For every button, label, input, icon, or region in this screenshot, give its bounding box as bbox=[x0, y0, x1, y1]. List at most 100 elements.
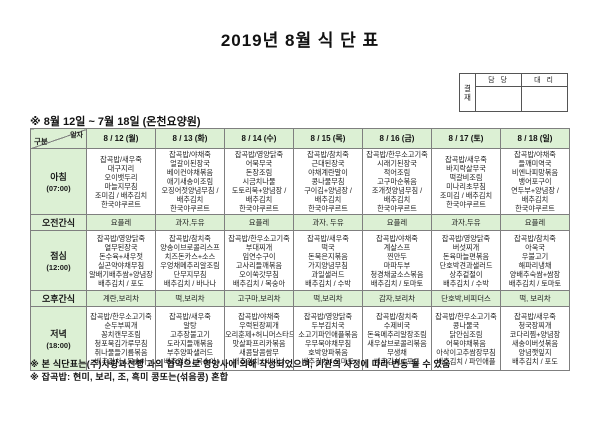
menu-item: 임연수구이 bbox=[242, 251, 276, 261]
menu-item: 돈묵은지볶음 bbox=[308, 251, 348, 261]
menu-item: 잡곡밥/한우소고기죽 bbox=[366, 150, 428, 159]
menu-cell: 떡,보리차 bbox=[293, 290, 363, 307]
menu-item: 바지락살무국 bbox=[446, 163, 486, 173]
menu-item: 단호박견과샐러드 bbox=[439, 260, 493, 270]
menu-item: 요플레 bbox=[386, 218, 408, 227]
menu-cell: 잡곡밥/영양닭죽 열무된장국 돈수육+새우젓 실곤약야채무침 알배기배추쌈+양념장 배추김… bbox=[86, 230, 156, 291]
menu-item: 조개젓양념무침 / bbox=[371, 186, 423, 195]
menu-item: 알배기배추쌈+양념장 bbox=[89, 269, 153, 279]
page-title: 2019년 8월 식 단 표 bbox=[220, 31, 380, 50]
approval-col-damdang: 담 당 bbox=[475, 73, 522, 87]
menu-item: 우럭된장찌개 bbox=[239, 320, 279, 330]
menu-cell: 요플레 bbox=[86, 214, 156, 231]
menu-item: 마늘지무침 bbox=[104, 181, 138, 191]
menu-item: 잡곡밥/한우소고기죽 bbox=[228, 233, 290, 243]
menu-item: 과자, 두유 bbox=[312, 218, 344, 227]
menu-item: 순두부찌개 bbox=[104, 320, 138, 330]
day-header-2: 8 / 13 (화) bbox=[155, 128, 225, 149]
menu-item: 과자,두유 bbox=[175, 218, 205, 227]
menu-item: 요플레 bbox=[524, 218, 546, 227]
menu-cell: 잡곡밥/한우소고기죽 부대찌개 임연수구이 고사리들깨볶음 오이쑥갓무침 배추김치 / 복… bbox=[224, 230, 294, 291]
menu-item: 감자,보리차 bbox=[378, 294, 416, 303]
menu-item: 단무지무침 bbox=[173, 269, 207, 279]
menu-item: 애기새송이조림 bbox=[166, 177, 214, 186]
menu-cell: 과자, 두유 bbox=[293, 214, 363, 231]
menu-item: 잡곡밥/영양닭죽 bbox=[234, 150, 284, 159]
menu-item: 상추겉절이 bbox=[449, 269, 483, 279]
menu-row: 저녁 (18:00) 잡곡밥/한우소고기죽 순두부찌개 꽁치캔무조림 청포묵김가루무침 취나… bbox=[30, 306, 570, 371]
menu-item: 배추김치 / 복숭아 bbox=[163, 356, 217, 366]
menu-cell: 잡곡밥/새우죽 청국장찌개 코다리찜+양념장 새송이버섯볶음 양념깻잎지 배추김치 / 포… bbox=[500, 306, 570, 371]
menu-item: 잡곡밥/영양닭죽 bbox=[96, 233, 146, 243]
menu-item: 치즈돈카스+소스 bbox=[164, 251, 216, 261]
menu-item: 잡곡밥/새우죽 bbox=[445, 154, 487, 164]
menu-item: 잡곡밥/야채죽 bbox=[376, 233, 418, 243]
menu-row: 오후간식 계란,보리차 떡,보리차 고구마,보리차 떡,보리차 감자,보리차 단호박,비피더… bbox=[30, 290, 570, 307]
menu-item: 조미김 / 배추김치 bbox=[439, 190, 493, 200]
menu-item: 잡곡밥/야채죽 bbox=[238, 311, 280, 321]
menu-item: 돈장조림 bbox=[245, 168, 273, 177]
menu-item: 부대찌개 bbox=[245, 242, 273, 252]
menu-item: 시래기된장국 bbox=[377, 159, 417, 168]
menu-item: 한국야쿠르트 bbox=[101, 199, 141, 209]
menu-item: 해파리냉채 bbox=[518, 260, 552, 270]
menu-item: 들깨미역국 bbox=[518, 159, 552, 168]
menu-item: 가지양념무침 bbox=[308, 260, 348, 270]
menu-item: 배추김치 / 포도 bbox=[98, 278, 144, 288]
menu-item: 비엔나피망볶음 bbox=[511, 168, 559, 177]
menu-cell: 잡곡밥/영양닭죽 두부김치국 소고기파인애플볶음 우무묵야채무침 호박양파볶음 배추김치 … bbox=[293, 306, 363, 371]
menu-item: 수제비국 bbox=[383, 320, 411, 330]
menu-item: 한국야쿠르트 bbox=[308, 204, 348, 213]
menu-cell: 잡곡밥/한우소고기죽 콩나물국 닭안심조림 어묵야채볶음 아삭이고추쌈장무침 배추김치 /… bbox=[431, 306, 501, 371]
menu-item: 콩나물무침 bbox=[311, 177, 345, 186]
menu-item: 마파두부 bbox=[383, 260, 411, 270]
menu-item: 두부김치국 bbox=[311, 320, 345, 330]
menu-item: 배추김치 bbox=[176, 195, 204, 204]
day-header-5: 8 / 16 (금) bbox=[362, 128, 432, 149]
menu-cell: 고구마,보리차 bbox=[224, 290, 294, 307]
day-header-3: 8 / 14 (수) bbox=[224, 128, 294, 149]
menu-item: 고추장불고기 bbox=[170, 329, 210, 339]
menu-item: 잡곡밥/한우소고기죽 bbox=[90, 311, 152, 321]
menu-item: 아삭이고추쌈장무침 bbox=[436, 347, 496, 357]
approval-label: 결 재 bbox=[459, 73, 476, 112]
menu-item: 계란,보리차 bbox=[102, 294, 140, 303]
menu-item: 호박양파볶음 bbox=[308, 347, 348, 357]
menu-item: 새콤달콤쌈무 bbox=[239, 347, 279, 357]
menu-item: 한국야쿠르트 bbox=[239, 204, 279, 213]
menu-item: 대구지리 bbox=[107, 163, 135, 173]
menu-cell: 떡,보리차 bbox=[155, 290, 225, 307]
corner-cell: 일자 구분 bbox=[30, 128, 87, 149]
menu-item: 오리훈제+허니머스타드 bbox=[225, 329, 293, 339]
menu-item: 버섯찌개 bbox=[452, 242, 480, 252]
menu-cell: 잡곡밥/새우죽 떡국 돈묵은지볶음 가지양념무침 과일샐러드 배추김치 / 수박 bbox=[293, 230, 363, 291]
menu-item: 잡곡밥/새우죽 bbox=[169, 311, 211, 321]
menu-item: 오징어젓양념무침 / bbox=[161, 186, 219, 195]
menu-item: 도라지들깨볶음 bbox=[166, 338, 214, 348]
menu-item: 우불고기 bbox=[521, 251, 549, 261]
menu-item: 배추김치 / 수박 bbox=[443, 278, 489, 288]
menu-item: 얼갈이된장국 bbox=[170, 159, 210, 168]
menu-item: 한국야쿠르트 bbox=[515, 204, 555, 213]
approval-sign-cell-daeri bbox=[521, 86, 568, 112]
menu-cell: 요플레 bbox=[224, 214, 294, 231]
menu-item: 배추김치 / 바나나 bbox=[232, 356, 286, 366]
menu-item: 근대된장국 bbox=[311, 159, 345, 168]
menu-row: 점심 (12:00) 잡곡밥/영양닭죽 열무된장국 돈수육+새우젓 실곤약야채무침 알배기배… bbox=[30, 230, 570, 291]
menu-item: 연두부+양념장 / bbox=[511, 186, 559, 195]
menu-item: 새송이버섯볶음 bbox=[511, 338, 559, 348]
menu-item: 떡갈비조림 bbox=[449, 172, 483, 182]
menu-item: 배추김치 bbox=[521, 195, 549, 204]
menu-item: 배추김치 / 토마토 bbox=[370, 278, 424, 288]
menu-item: 오이쑥갓무침 bbox=[239, 269, 279, 279]
row-label: 오전간식 bbox=[30, 214, 87, 231]
approval-col-daeri: 대 리 bbox=[521, 73, 568, 87]
menu-item: 떡국 bbox=[321, 242, 335, 252]
menu-cell: 잡곡밥/참치죽 아욱국 우불고기 해파리냉채 양배추숙쌈+쌈장 배추김치 / 토마토 bbox=[500, 230, 570, 291]
day-header-7: 8 / 18 (일) bbox=[500, 128, 570, 149]
row-label: 오후간식 bbox=[30, 290, 87, 307]
menu-item: 열무된장국 bbox=[104, 242, 138, 252]
menu-item: 아욱국 bbox=[525, 242, 545, 252]
menu-item: 잡곡밥/야채죽 bbox=[169, 150, 211, 159]
menu-item: 돈수육+새우젓 bbox=[99, 251, 143, 261]
